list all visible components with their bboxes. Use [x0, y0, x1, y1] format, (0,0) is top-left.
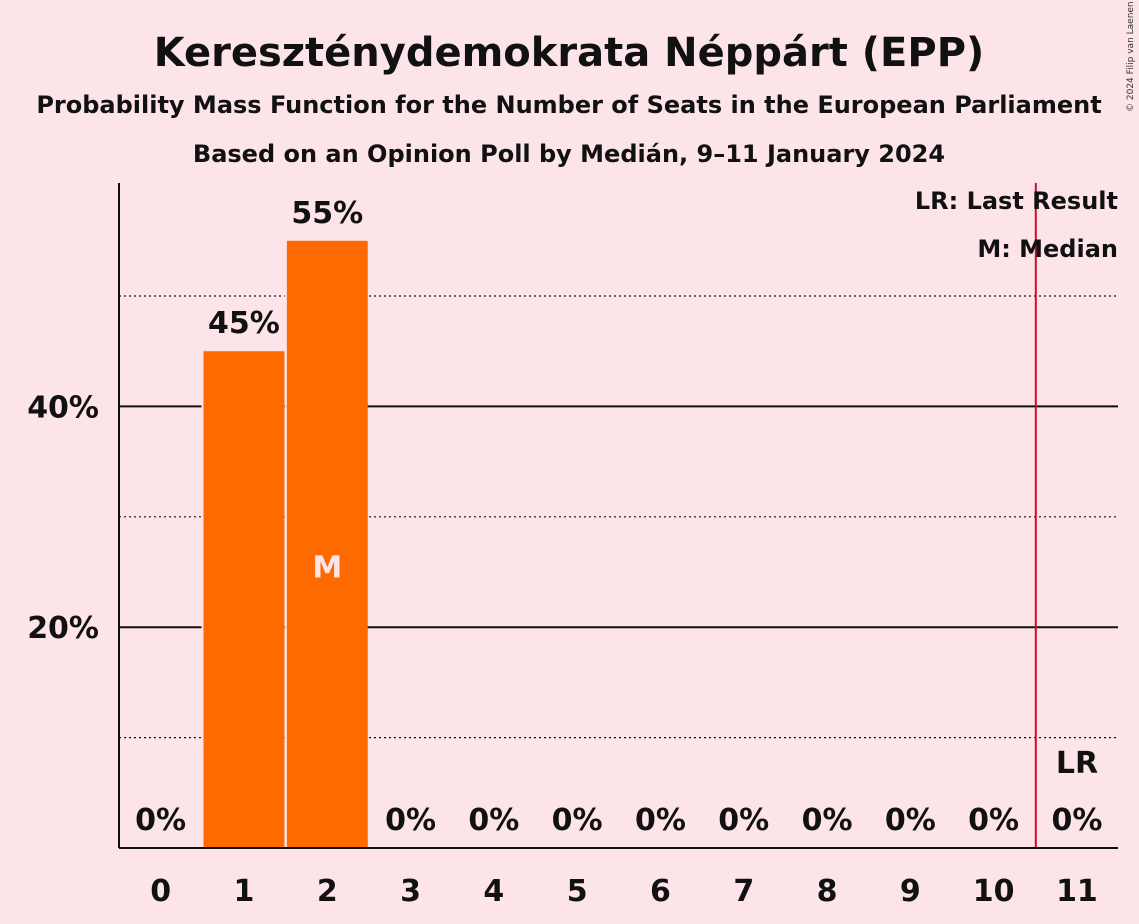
value-labels: 0% 45% 55% 0% 0% 0% 0% 0% 0% 0% 0% 0% — [135, 196, 1102, 838]
y-tick-labels: 20% 40% — [27, 390, 99, 646]
chart-subtitle: Probability Mass Function for the Number… — [36, 91, 1101, 119]
x-tick-3: 3 — [400, 874, 421, 909]
legend-median: M: Median — [977, 235, 1118, 263]
value-label-seat-5: 0% — [552, 803, 603, 838]
y-tick-20: 20% — [27, 611, 99, 646]
value-label-seat-3: 0% — [385, 803, 436, 838]
value-label-seat-9: 0% — [885, 803, 936, 838]
bar-gap-1 — [201, 351, 204, 848]
x-tick-0: 0 — [150, 874, 171, 909]
markers: M LR — [312, 183, 1098, 848]
x-tick-7: 7 — [733, 874, 754, 909]
chart-title: Kereszténydemokrata Néppárt (EPP) — [154, 30, 985, 76]
x-tick-10: 10 — [973, 874, 1015, 909]
x-tick-8: 8 — [817, 874, 838, 909]
last-result-marker: LR — [1056, 746, 1098, 781]
bars — [201, 240, 368, 849]
legend: LR: Last Result M: Median — [915, 187, 1118, 263]
legend-last-result: LR: Last Result — [915, 187, 1118, 215]
value-label-seat-11: 0% — [1051, 803, 1102, 838]
value-label-seat-4: 0% — [468, 803, 519, 838]
bar-seat-1 — [203, 351, 285, 848]
value-label-seat-2: 55% — [291, 196, 363, 231]
value-label-seat-10: 0% — [968, 803, 1019, 838]
median-marker: M — [312, 551, 342, 586]
copyright-notice: © 2024 Filip van Laenen — [1126, 1, 1136, 112]
x-tick-5: 5 — [567, 874, 588, 909]
value-label-seat-7: 0% — [718, 803, 769, 838]
chart-subtitle-poll: Based on an Opinion Poll by Medián, 9–11… — [193, 140, 945, 168]
x-tick-6: 6 — [650, 874, 671, 909]
x-tick-11: 11 — [1056, 874, 1098, 909]
x-tick-2: 2 — [317, 874, 338, 909]
x-tick-labels: 0 1 2 3 4 5 6 7 8 9 10 11 — [150, 874, 1098, 909]
value-label-seat-1: 45% — [208, 306, 280, 341]
y-tick-40: 40% — [27, 390, 99, 425]
axes — [118, 183, 1118, 849]
bar-seat-2 — [286, 240, 368, 849]
x-tick-9: 9 — [900, 874, 921, 909]
x-tick-4: 4 — [483, 874, 504, 909]
x-tick-1: 1 — [234, 874, 255, 909]
value-label-seat-8: 0% — [802, 803, 853, 838]
value-label-seat-6: 0% — [635, 803, 686, 838]
value-label-seat-0: 0% — [135, 803, 186, 838]
bar-gap-2 — [284, 240, 287, 849]
